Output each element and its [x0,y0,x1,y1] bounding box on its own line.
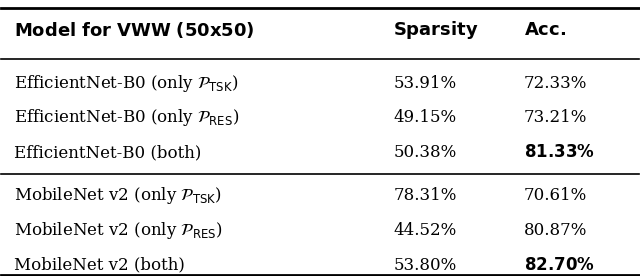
Text: EfficientNet-B0 (only $\mathcal{P}_{\mathrm{TSK}}$): EfficientNet-B0 (only $\mathcal{P}_{\mat… [14,73,239,94]
Text: $\bf{82.70\%}$: $\bf{82.70\%}$ [524,257,595,274]
Text: 50.38%: 50.38% [394,144,456,161]
Text: $\bf{81.33\%}$: $\bf{81.33\%}$ [524,144,595,161]
Text: MobileNet v2 (only $\mathcal{P}_{\mathrm{TSK}}$): MobileNet v2 (only $\mathcal{P}_{\mathrm… [14,185,222,206]
Text: EfficientNet-B0 (both): EfficientNet-B0 (both) [14,144,202,161]
Text: 80.87%: 80.87% [524,222,588,239]
Text: MobileNet v2 (both): MobileNet v2 (both) [14,257,185,274]
Text: 53.91%: 53.91% [394,75,456,92]
Text: 73.21%: 73.21% [524,109,588,126]
Text: $\bf{Acc.}$: $\bf{Acc.}$ [524,20,566,39]
Text: 70.61%: 70.61% [524,187,587,204]
Text: 53.80%: 53.80% [394,257,456,274]
Text: $\bf{Sparsity}$: $\bf{Sparsity}$ [394,18,479,41]
Text: 49.15%: 49.15% [394,109,456,126]
Text: 78.31%: 78.31% [394,187,457,204]
Text: MobileNet v2 (only $\mathcal{P}_{\mathrm{RES}}$): MobileNet v2 (only $\mathcal{P}_{\mathrm… [14,220,223,241]
Text: 72.33%: 72.33% [524,75,588,92]
Text: 44.52%: 44.52% [394,222,456,239]
Text: EfficientNet-B0 (only $\mathcal{P}_{\mathrm{RES}}$): EfficientNet-B0 (only $\mathcal{P}_{\mat… [14,107,239,128]
Text: $\bf{Model\ for\ VWW\ (50x50)}$: $\bf{Model\ for\ VWW\ (50x50)}$ [14,20,255,39]
